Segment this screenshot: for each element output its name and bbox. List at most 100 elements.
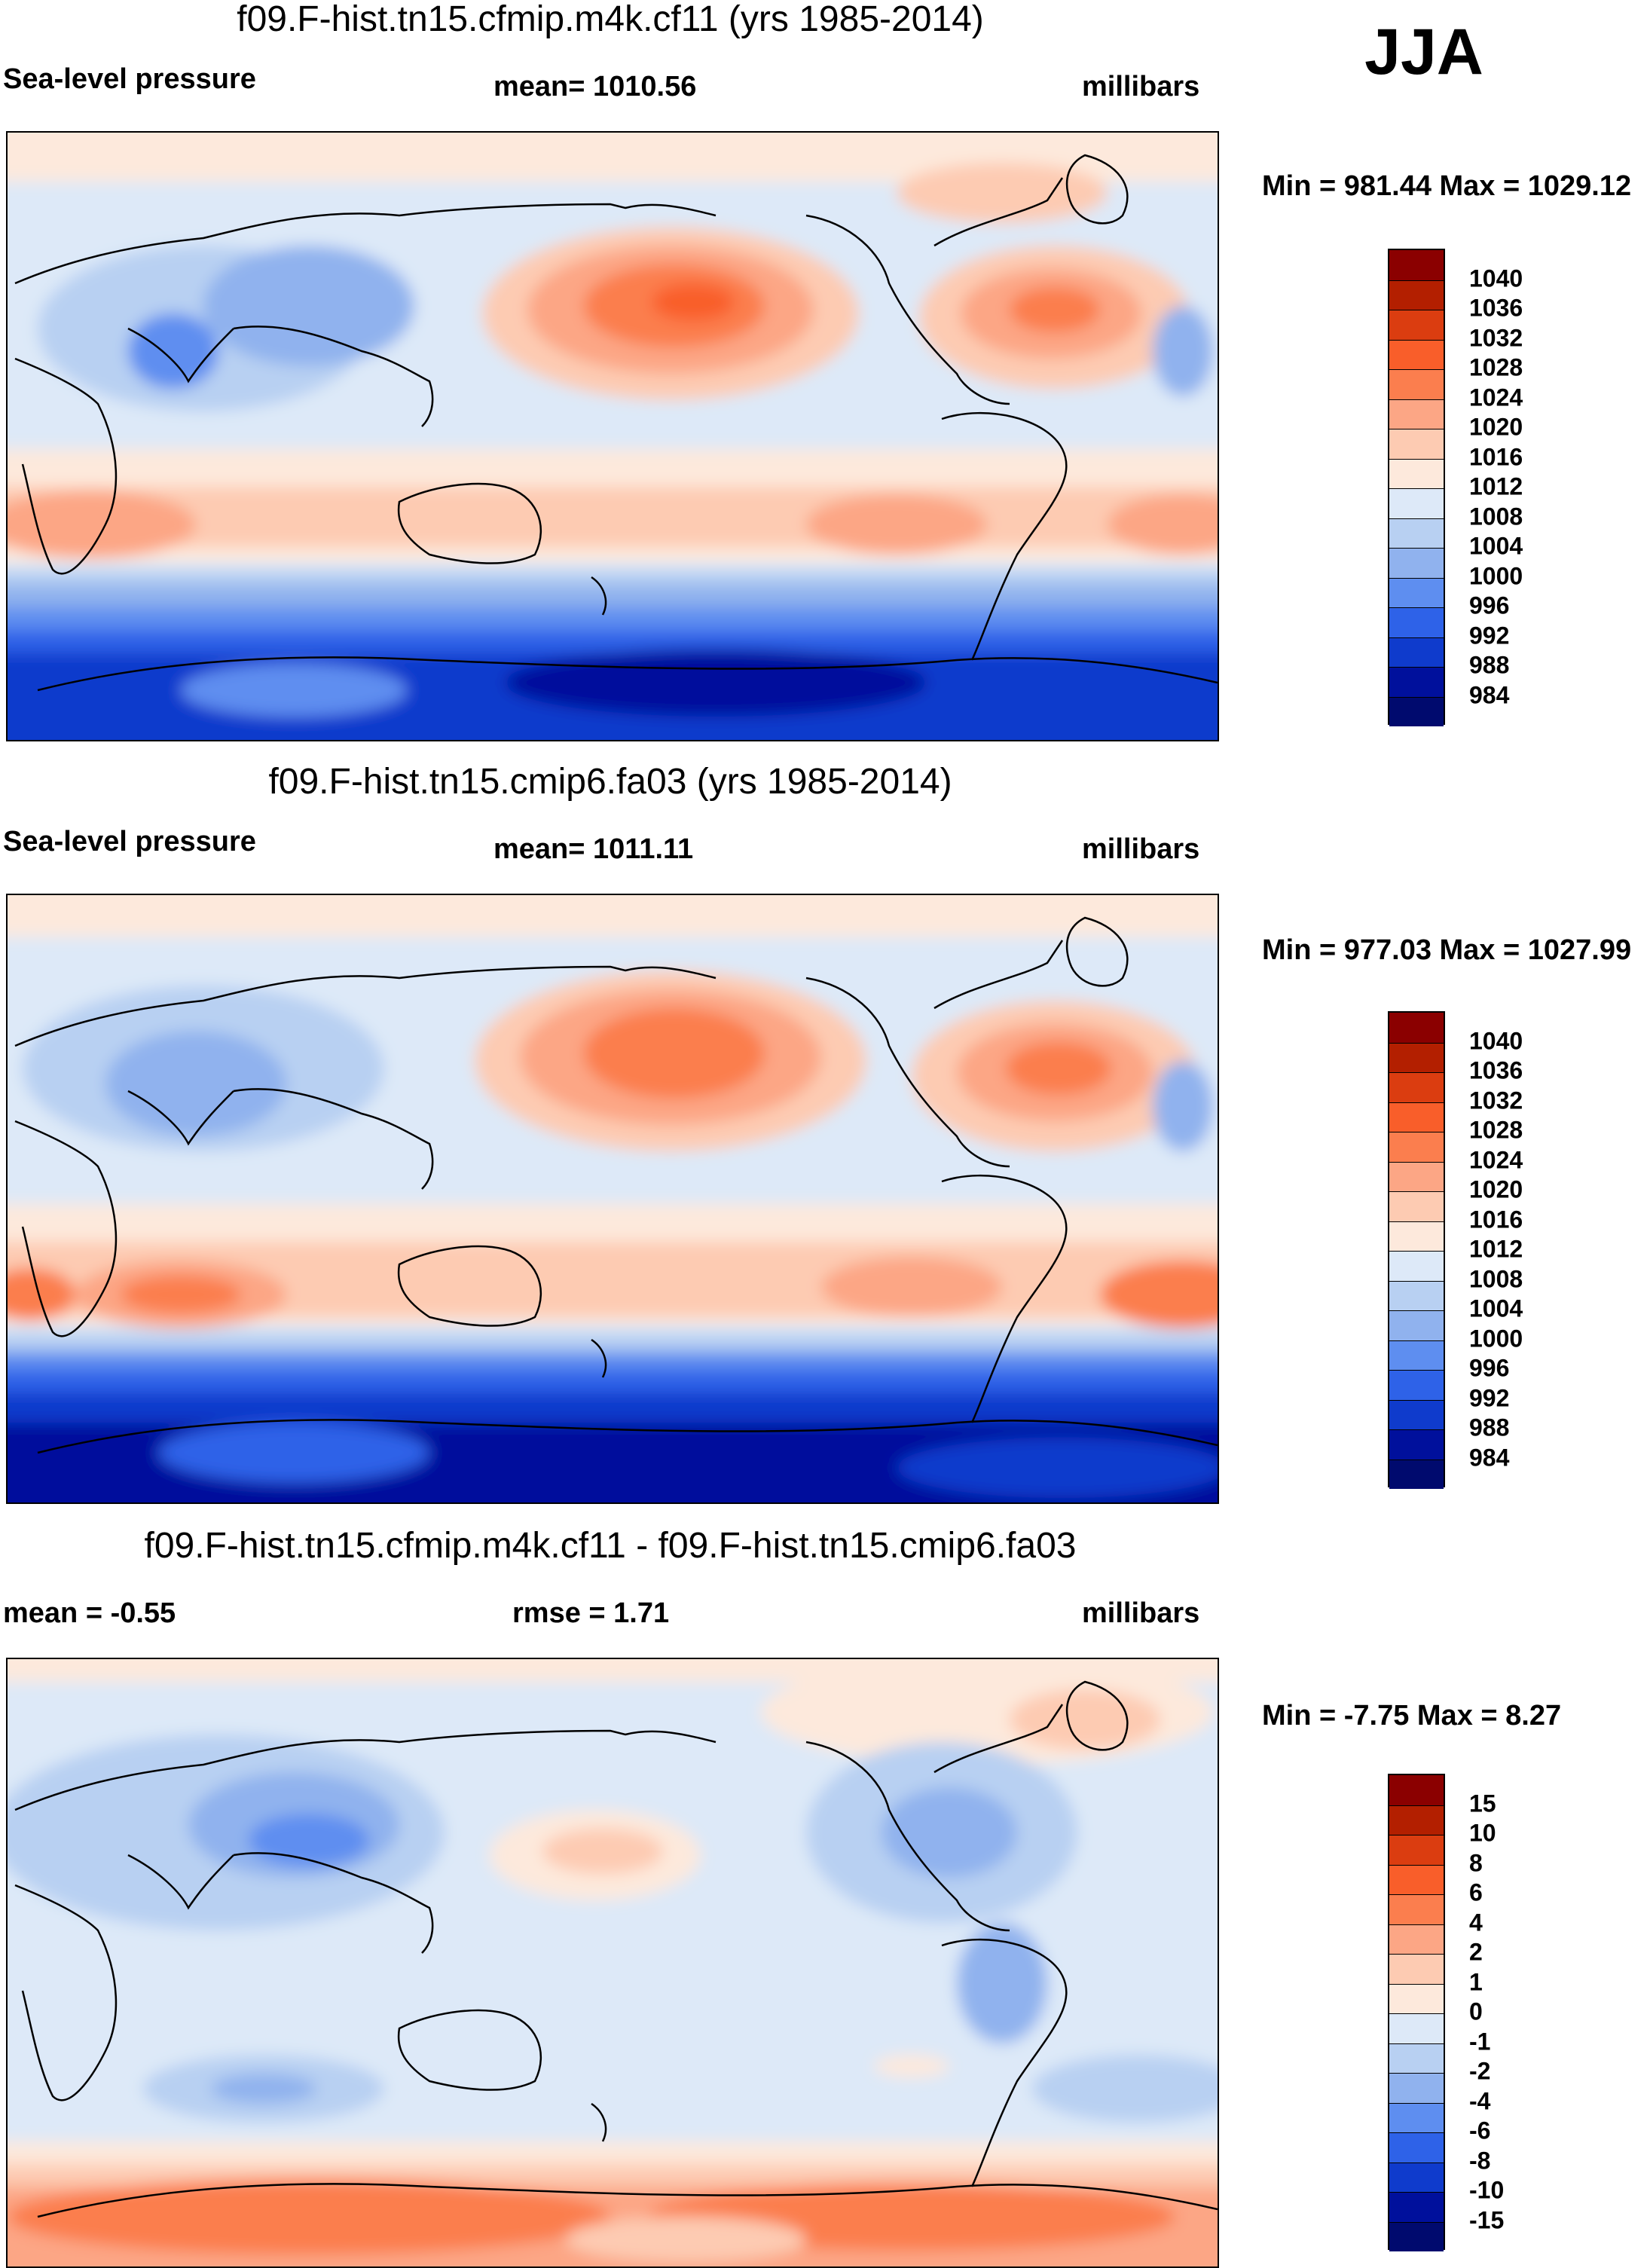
panel2-colorbar-segment xyxy=(1389,1102,1444,1132)
panel1-colorbar-segment xyxy=(1389,518,1444,548)
panel2-colorbar-segment xyxy=(1389,1399,1444,1429)
panel1-colorbar-segment xyxy=(1389,369,1444,399)
panel3-colorbar-segment xyxy=(1389,2102,1444,2132)
panel3-colorbar-segment xyxy=(1389,1805,1444,1835)
panel3-colorbar-segment xyxy=(1389,2221,1444,2251)
panel2-colorbar-segment xyxy=(1389,1280,1444,1310)
panel2-colorbar-segment xyxy=(1389,1191,1444,1221)
panel1-units-label: millibars xyxy=(1082,71,1200,102)
panel1-colorbar-tick-label: 996 xyxy=(1469,591,1510,619)
panel1-colorbar-tick-label: 1028 xyxy=(1469,353,1523,381)
panel2-colorbar-segment xyxy=(1389,1072,1444,1102)
panel1-map xyxy=(6,131,1219,741)
panel2-colorbar-tick-label: 1040 xyxy=(1469,1027,1523,1054)
panel1-colorbar-segment xyxy=(1389,548,1444,578)
panel2-variable-label: Sea-level pressure xyxy=(3,826,256,857)
panel1-colorbar-tick-label: 1040 xyxy=(1469,264,1523,292)
panel3-colorbar-segment xyxy=(1389,1775,1444,1805)
panel2-colorbar-tick-label: 1012 xyxy=(1469,1235,1523,1263)
panel2-colorbar-segment xyxy=(1389,1370,1444,1400)
panel3-colorbar-tick-label: 4 xyxy=(1469,1909,1483,1936)
panel1-colorbar-segment xyxy=(1389,696,1444,726)
panel3-colorbar-tick-label: -6 xyxy=(1469,2117,1491,2144)
panel1-colorbar-tick-label: 1036 xyxy=(1469,294,1523,322)
panel3-units-label: millibars xyxy=(1082,1597,1200,1629)
panel3-title: f09.F-hist.tn15.cfmip.m4k.cf11 - f09.F-h… xyxy=(144,1526,1077,1566)
panel3-colorbar-tick-label: 1 xyxy=(1469,1968,1483,1995)
panel1-title: f09.F-hist.tn15.cfmip.m4k.cf11 (yrs 1985… xyxy=(237,0,984,39)
panel3-colorbar-tick-label: 0 xyxy=(1469,1997,1483,2025)
panel3-colorbar-tick-label: -1 xyxy=(1469,2028,1491,2055)
panel3-colorbar-segment xyxy=(1389,2073,1444,2103)
panel2-minmax: Min = 977.03 Max = 1027.99 xyxy=(1262,934,1632,966)
panel1-colorbar-tick-label: 1032 xyxy=(1469,324,1523,351)
panel1-colorbar-segment xyxy=(1389,250,1444,280)
panel1-variable-label: Sea-level pressure xyxy=(3,63,256,95)
panel1-colorbar-segment xyxy=(1389,310,1444,340)
panel2-map xyxy=(6,894,1219,1504)
panel2-colorbar-tick-label: 1032 xyxy=(1469,1087,1523,1114)
panel2-colorbar-tick-label: 1036 xyxy=(1469,1056,1523,1084)
panel1-colorbar-tick-label: 988 xyxy=(1469,651,1510,679)
panel3-colorbar xyxy=(1388,1774,1445,2251)
panel3-colorbar-segment xyxy=(1389,1894,1444,1924)
panel3-colorbar-segment xyxy=(1389,2192,1444,2222)
panel1-colorbar-tick-label: 1024 xyxy=(1469,384,1523,411)
panel3-minmax: Min = -7.75 Max = 8.27 xyxy=(1262,1700,1562,1732)
panel2-colorbar-tick-label: 988 xyxy=(1469,1414,1510,1441)
panel2-colorbar-tick-label: 984 xyxy=(1469,1444,1510,1471)
panel2-colorbar-segment xyxy=(1389,1221,1444,1251)
panel3-colorbar-box xyxy=(1388,1774,1445,2251)
panel1-mean-label: mean= 1010.56 xyxy=(493,71,697,102)
panel1-colorbar-segment xyxy=(1389,577,1444,607)
panel3-colorbar-tick-label: -10 xyxy=(1469,2176,1505,2204)
panel1-colorbar-tick-label: 1004 xyxy=(1469,532,1523,560)
panel2-colorbar-segment xyxy=(1389,1310,1444,1340)
panel1-colorbar-tick-label: 992 xyxy=(1469,622,1510,649)
panel3-map-svg xyxy=(8,1659,1218,2266)
panel1-minmax: Min = 981.44 Max = 1029.12 xyxy=(1262,170,1632,202)
panel2-colorbar-segment xyxy=(1389,1429,1444,1460)
panel3-colorbar-tick-label: -4 xyxy=(1469,2087,1491,2114)
panel1-colorbar-segment xyxy=(1389,667,1444,697)
panel1-colorbar-segment xyxy=(1389,458,1444,488)
panel3-colorbar-segment xyxy=(1389,2043,1444,2073)
panel2-colorbar-segment xyxy=(1389,1132,1444,1162)
panel3-rmse-label: rmse = 1.71 xyxy=(512,1597,670,1629)
panel1-colorbar-tick-label: 1016 xyxy=(1469,443,1523,470)
panel2-colorbar-box xyxy=(1388,1011,1445,1489)
panel2-colorbar-segment xyxy=(1389,1340,1444,1370)
panel3-colorbar-tick-label: 15 xyxy=(1469,1790,1496,1817)
panel2-coastlines xyxy=(14,916,1218,1454)
panel3-colorbar-tick-label: -2 xyxy=(1469,2057,1491,2085)
panel1-colorbar-tick-label: 1008 xyxy=(1469,503,1523,530)
panel2-colorbar-tick-label: 1020 xyxy=(1469,1175,1523,1203)
panel3-colorbar-segment xyxy=(1389,1835,1444,1865)
panel3-mean-label: mean = -0.55 xyxy=(3,1597,176,1629)
panel2-colorbar-tick-label: 1004 xyxy=(1469,1294,1523,1322)
panel2-colorbar-tick-label: 1024 xyxy=(1469,1146,1523,1173)
panel2-colorbar xyxy=(1388,1011,1445,1489)
panel2-mean-label: mean= 1011.11 xyxy=(493,833,694,865)
panel3-colorbar-segment xyxy=(1389,1954,1444,1984)
season-label: JJA xyxy=(1364,16,1483,88)
panel2-colorbar-segment xyxy=(1389,1459,1444,1489)
panel3-colorbar-tick-label: 2 xyxy=(1469,1938,1483,1966)
panel1-coastlines xyxy=(14,154,1218,692)
panel3-colorbar-segment xyxy=(1389,1864,1444,1894)
panel2-colorbar-tick-label: 1000 xyxy=(1469,1325,1523,1352)
panel2-units-label: millibars xyxy=(1082,833,1200,865)
panel2-colorbar-segment xyxy=(1389,1042,1444,1072)
panel1-colorbar-tick-label: 1000 xyxy=(1469,562,1523,589)
panel2-colorbar-segment xyxy=(1389,1251,1444,1281)
panel3-colorbar-segment xyxy=(1389,2013,1444,2043)
panel3-colorbar-tick-label: 10 xyxy=(1469,1819,1496,1847)
panel3-coastlines xyxy=(14,1680,1218,2218)
panel1-colorbar-box xyxy=(1388,249,1445,726)
panel2-colorbar-tick-label: 1016 xyxy=(1469,1206,1523,1233)
panel1-colorbar-tick-label: 984 xyxy=(1469,681,1510,708)
panel2-colorbar-tick-label: 1028 xyxy=(1469,1116,1523,1144)
panel1-colorbar-segment xyxy=(1389,637,1444,667)
panel2-title: f09.F-hist.tn15.cmip6.fa03 (yrs 1985-201… xyxy=(268,762,952,802)
panel2-colorbar-tick-label: 1008 xyxy=(1469,1265,1523,1292)
